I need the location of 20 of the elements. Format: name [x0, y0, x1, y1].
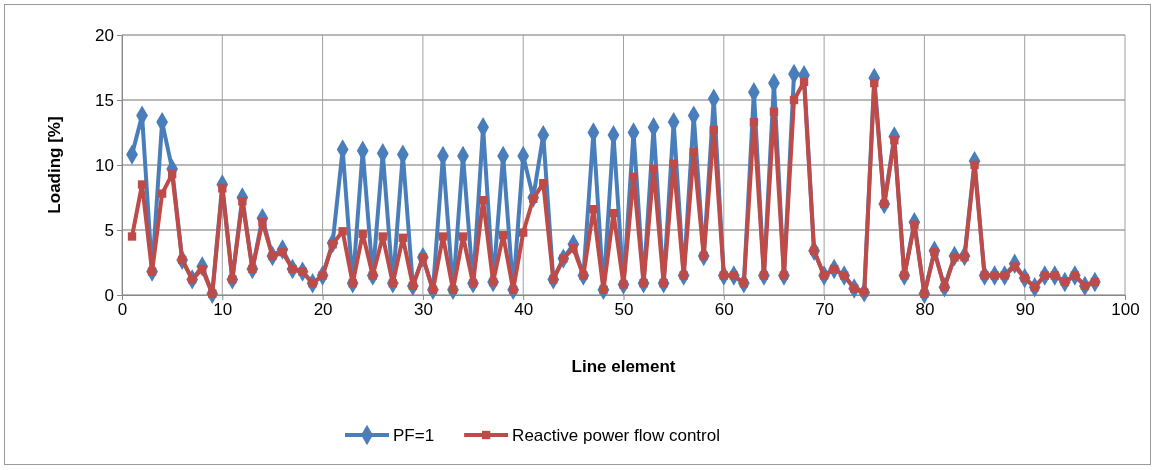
- x-tick-label: 30: [413, 300, 433, 320]
- y-tick-label: 5: [104, 220, 114, 240]
- x-tick-label: 40: [514, 300, 534, 320]
- x-tick-label: 70: [815, 300, 835, 320]
- y-tick-label: 0: [104, 285, 114, 305]
- x-tick-label: 20: [313, 300, 333, 320]
- legend-label: PF=1: [393, 426, 435, 445]
- x-tick-label: 10: [213, 300, 233, 320]
- x-tick-label: 90: [1015, 300, 1035, 320]
- x-tick-label: 60: [714, 300, 734, 320]
- y-axis-title: Loading [%]: [45, 116, 64, 214]
- y-tick-label: 15: [95, 90, 114, 110]
- x-tick-label: 0: [117, 300, 128, 320]
- x-axis-title: Line element: [571, 357, 676, 376]
- x-tick-label: 80: [915, 300, 935, 320]
- y-tick-label: 20: [95, 25, 114, 45]
- x-tick-label: 100: [1111, 300, 1140, 320]
- y-tick-label: 10: [95, 155, 114, 175]
- legend-label: Reactive power flow control: [512, 426, 720, 445]
- x-tick-label: 50: [614, 300, 634, 320]
